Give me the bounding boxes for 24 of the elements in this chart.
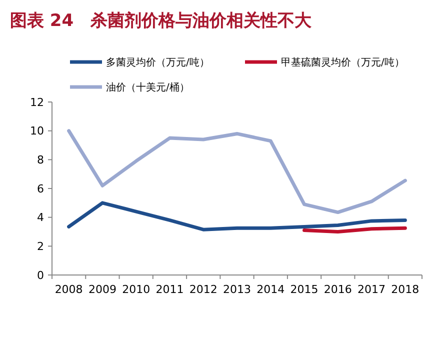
line-series	[67, 129, 407, 214]
x-tick-label: 2008	[54, 283, 83, 296]
y-tick-label: 12	[30, 96, 44, 109]
legend-label: 多菌灵均价（万元/吨）	[106, 56, 210, 68]
x-tick-label: 2013	[223, 283, 251, 296]
legend-label: 甲基硫菌灵均价（万元/吨）	[281, 56, 404, 68]
x-tick-label: 2017	[358, 283, 386, 296]
y-tick-label: 2	[37, 240, 44, 254]
y-tick-label: 8	[37, 154, 44, 167]
legend-label: 油价（十美元/桶）	[106, 82, 190, 94]
x-tick-label: 2011	[156, 283, 184, 296]
x-tick-label: 2018	[391, 283, 420, 296]
y-tick-label: 0	[37, 268, 44, 282]
y-tick-label: 6	[37, 182, 44, 196]
x-tick-label: 2015	[290, 283, 318, 296]
x-tick-label: 2009	[88, 283, 116, 296]
x-tick-label: 2014	[256, 283, 285, 296]
y-tick-label: 10	[30, 124, 44, 138]
line-series	[67, 201, 407, 232]
x-tick-label: 2012	[189, 283, 218, 296]
x-tick-label: 2016	[324, 283, 352, 296]
chart-title: 图表 24 杀菌剂价格与油价相关性不大	[10, 11, 313, 31]
y-tick-label: 4	[37, 211, 44, 224]
x-tick-label: 2010	[122, 283, 150, 296]
